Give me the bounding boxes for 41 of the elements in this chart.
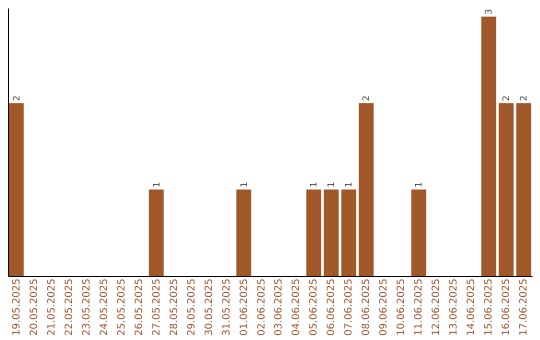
x-tick-label: 20.05.2025 [28, 278, 40, 336]
x-tick-label: 07.06.2025 [344, 278, 355, 336]
x-tick-label: 03.06.2025 [274, 278, 285, 336]
x-tick-label: 13.06.2025 [448, 278, 460, 336]
data-label: 1 [310, 182, 320, 188]
x-tick-label: 16.06.2025 [501, 278, 512, 336]
x-tick-label: 17.06.2025 [518, 278, 530, 336]
x-tick-label: 11.06.2025 [414, 278, 425, 336]
x-tick-label: 09.06.2025 [378, 278, 390, 336]
data-label: 3 [484, 8, 495, 15]
x-tick-label: 01.06.2025 [238, 278, 250, 336]
data-label: 1 [327, 182, 338, 188]
x-tick-label: 06.06.2025 [326, 278, 338, 336]
data-label: 1 [152, 182, 162, 188]
x-tick-label: 29.05.2025 [186, 278, 198, 336]
data-label: 2 [12, 95, 22, 102]
x-tick-label: 02.06.2025 [256, 278, 268, 336]
x-tick-label: 30.05.2025 [204, 278, 215, 336]
data-label: 1 [414, 182, 425, 188]
x-tick-label: 25.05.2025 [116, 278, 128, 336]
data-label: 2 [362, 95, 372, 102]
x-tick-label: 04.06.2025 [291, 278, 302, 336]
x-tick-label: 26.05.2025 [134, 278, 145, 336]
x-tick-label: 08.06.2025 [361, 278, 372, 336]
x-tick-label: 12.06.2025 [431, 278, 442, 336]
x-tick-label: 15.06.2025 [484, 278, 495, 336]
x-tick-label: 27.05.2025 [151, 278, 162, 336]
x-tick-label: 19.05.2025 [11, 278, 22, 336]
data-label: 1 [344, 182, 355, 188]
x-tick-label: 10.06.2025 [396, 278, 408, 336]
x-tick-label: 21.05.2025 [46, 278, 58, 336]
x-tick-label: 23.05.2025 [81, 278, 92, 336]
x-tick-label: 14.06.2025 [466, 278, 478, 336]
x-tick-label: 28.05.2025 [168, 278, 180, 336]
data-label: 2 [502, 95, 512, 102]
x-tick-label: 22.05.2025 [64, 278, 75, 336]
x-tick-label: 05.06.2025 [308, 278, 320, 336]
data-label: 2 [520, 95, 530, 102]
x-tick-label: 31.05.2025 [221, 278, 232, 336]
x-tick-label: 24.05.2025 [98, 278, 110, 336]
data-label: 1 [240, 182, 250, 188]
